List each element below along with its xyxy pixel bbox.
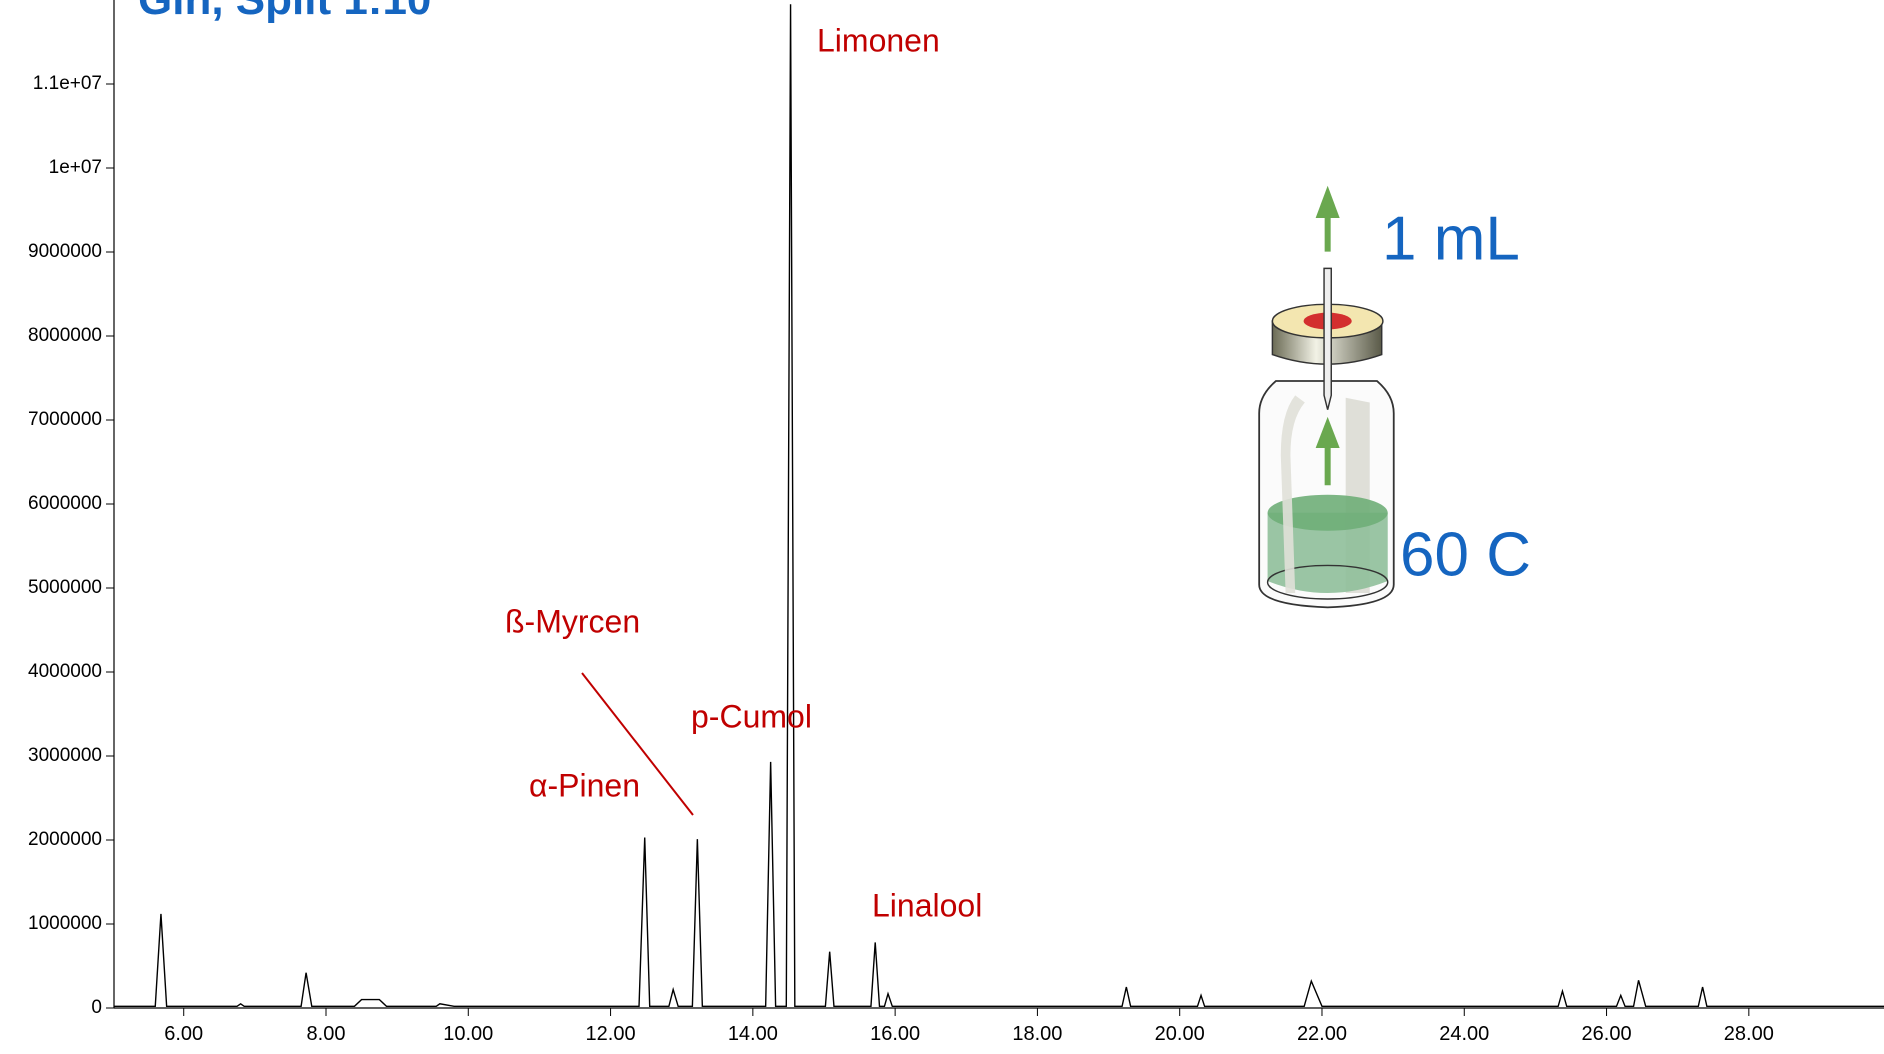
x-tick-label: 18.00	[1012, 1023, 1062, 1045]
annotation-leader	[581, 672, 694, 816]
chart-title: Gin, Split 1:10	[138, 0, 431, 24]
y-tick-label: 6000000	[28, 493, 102, 514]
annotation: α-Pinen	[529, 767, 640, 803]
x-tick-label: 10.00	[443, 1023, 493, 1045]
x-tick-label: 20.00	[1155, 1023, 1205, 1045]
annotation: Linalool	[872, 887, 982, 923]
x-tick-label: 22.00	[1297, 1023, 1347, 1045]
y-tick-label: 2000000	[28, 829, 102, 850]
x-tick-label: 24.00	[1439, 1023, 1489, 1045]
annotation: ß-Myrcen	[505, 603, 640, 639]
x-tick-label: 14.00	[728, 1023, 778, 1045]
annotation: 1 mL	[1382, 204, 1520, 273]
annotation: Limonen	[817, 22, 940, 58]
annotation: p-Cumol	[691, 698, 812, 734]
x-tick-label: 16.00	[870, 1023, 920, 1045]
y-tick-label: 0	[91, 997, 102, 1018]
x-tick-label: 6.00	[164, 1023, 203, 1045]
chromatogram-line	[114, 4, 1884, 1008]
y-tick-label: 4000000	[28, 661, 102, 682]
vial-illustration	[1258, 185, 1395, 609]
y-tick-label: 1.1e+07	[33, 73, 102, 94]
y-tick-label: 1000000	[28, 913, 102, 934]
annotation: 60 C	[1400, 520, 1531, 589]
x-tick-label: 8.00	[307, 1023, 346, 1045]
y-tick-label: 9000000	[28, 241, 102, 262]
y-tick-label: 1e+07	[49, 157, 102, 178]
x-tick-label: 28.00	[1724, 1023, 1774, 1045]
x-tick-label: 12.00	[586, 1023, 636, 1045]
y-tick-label: 8000000	[28, 325, 102, 346]
y-tick-label: 7000000	[28, 409, 102, 430]
y-tick-label: 3000000	[28, 745, 102, 766]
y-tick-label: 5000000	[28, 577, 102, 598]
x-tick-label: 26.00	[1582, 1023, 1632, 1045]
